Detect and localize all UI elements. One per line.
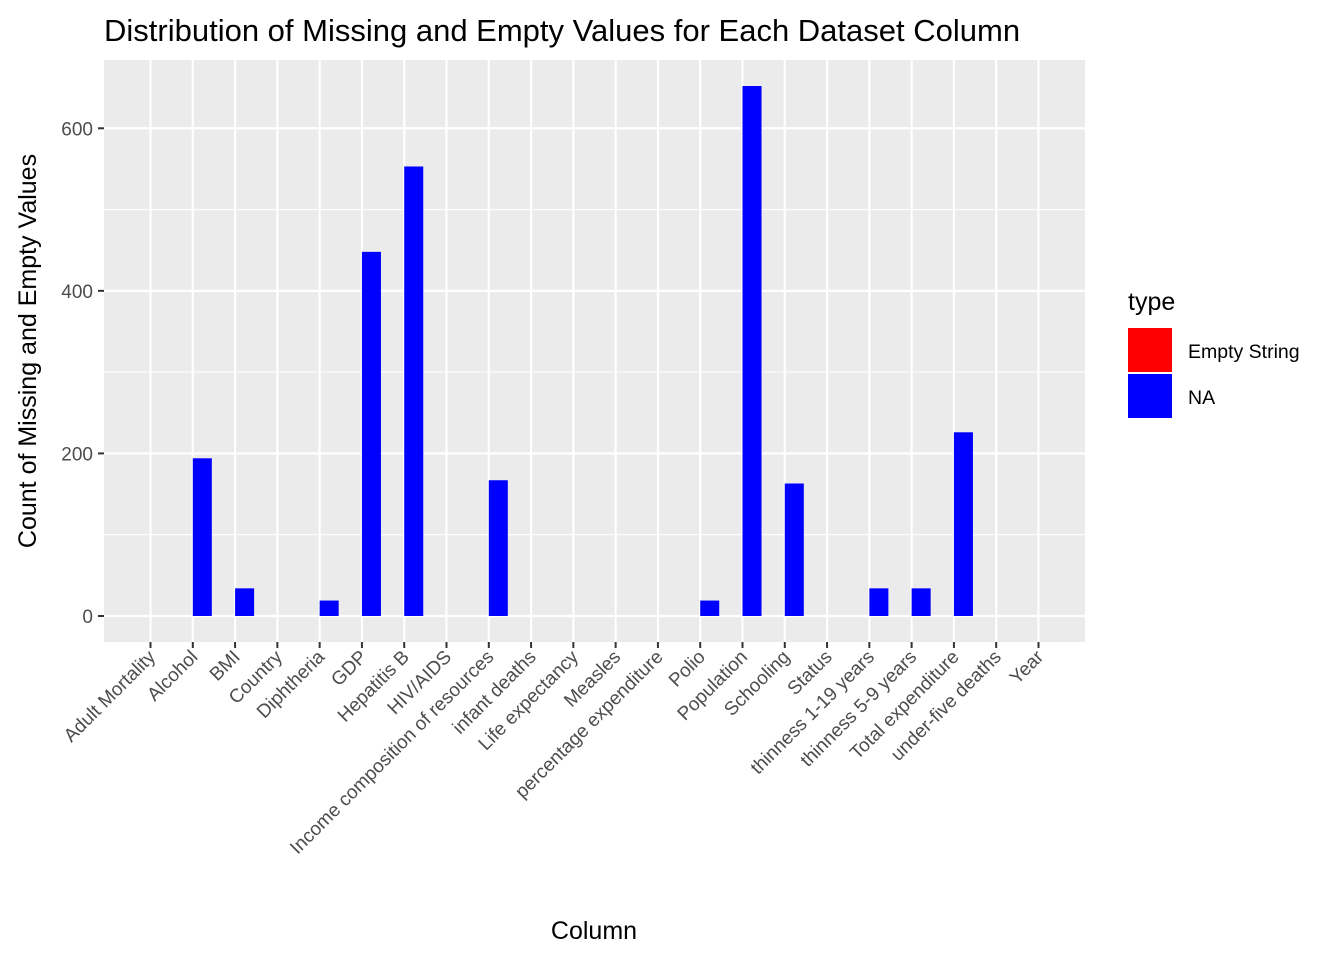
bar-na (319, 600, 339, 616)
minor-gridlines (104, 209, 1085, 536)
y-axis-title: Count of Missing and Empty Values (14, 154, 42, 548)
bar-na (192, 458, 212, 616)
legend-key (1128, 374, 1172, 418)
bar-na (404, 166, 424, 616)
chart-title: Distribution of Missing and Empty Values… (104, 13, 1020, 48)
bar-na (953, 432, 973, 616)
bar-na (488, 480, 508, 616)
bar-na (235, 588, 255, 616)
bar-na (784, 483, 804, 616)
bar-na (911, 588, 931, 616)
x-axis-title: Column (551, 917, 637, 945)
y-tick-label: 200 (61, 444, 93, 465)
bar-na (742, 86, 762, 616)
legend-items: Empty String NA (1128, 328, 1300, 418)
bar-na (361, 251, 381, 616)
x-tick-label: Year (1006, 646, 1048, 688)
legend-key (1128, 328, 1172, 372)
bar-na (700, 600, 720, 616)
legend-label: Empty String (1188, 341, 1300, 363)
bars (192, 86, 973, 616)
legend-label: NA (1188, 387, 1215, 409)
legend: type Empty String NA (1128, 288, 1300, 418)
y-tick-label: 0 (82, 607, 93, 628)
y-tick-label: 400 (61, 282, 93, 303)
plot-panel (104, 60, 1085, 642)
y-tick-label: 600 (61, 119, 93, 140)
x-tick-label: Adult Mortality (60, 646, 160, 746)
legend-title: type (1128, 288, 1175, 316)
bar-na (869, 588, 889, 616)
y-axis: 0 200 400 600 (61, 119, 104, 628)
